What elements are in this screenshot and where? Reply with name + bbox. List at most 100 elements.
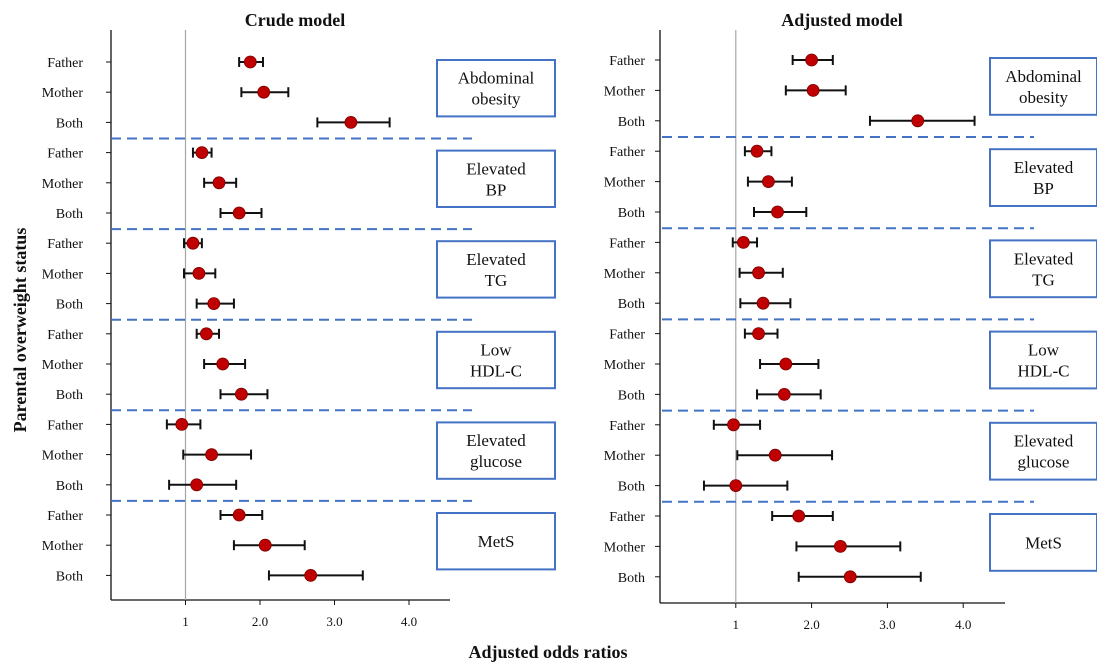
x-tick-label: 4.0 (401, 614, 417, 629)
row-label: Both (56, 479, 83, 494)
row-label: Mother (42, 358, 84, 373)
row-label: Father (609, 510, 645, 525)
row-label: Father (609, 328, 645, 343)
outcome-label: glucose (1018, 453, 1070, 472)
outcome-label: Low (480, 341, 512, 360)
outcome-label: Elevated (1014, 249, 1074, 268)
row-label: Both (56, 388, 83, 403)
outcome-label: MetS (1025, 533, 1062, 552)
odds-ratio-point (843, 570, 857, 584)
odds-ratio-point (777, 387, 791, 401)
odds-ratio-point (768, 448, 782, 462)
outcome-label: Elevated (1014, 158, 1074, 177)
odds-ratio-point (257, 85, 271, 99)
outcome-label: HDL-C (470, 362, 522, 381)
outcome-box (436, 240, 556, 299)
x-tick-label: 4.0 (955, 617, 971, 632)
odds-ratio-point (234, 387, 248, 401)
odds-ratio-point (834, 540, 847, 553)
row-label: Both (56, 298, 83, 313)
row-label: Both (618, 571, 645, 586)
x-tick-label: 3.0 (879, 617, 895, 632)
row-label: Father (47, 328, 83, 343)
outcome-label: Elevated (466, 431, 526, 450)
outcome-box (989, 57, 1097, 116)
outcome-box (436, 59, 556, 118)
odds-ratio-point (736, 235, 750, 249)
adjusted-model-panel: Adjusted model 1 2.0 3.0 4.0 Father Mother Both… (604, 10, 1097, 632)
odds-ratio-point (199, 327, 213, 341)
odds-ratio-point (756, 296, 770, 310)
outcome-label: obesity (471, 90, 521, 109)
crude-model-panel: Crude model 1 2.0 3.0 4.0 Father Mother Both Abd… (42, 10, 556, 629)
odds-ratio-point (752, 266, 765, 280)
odds-ratio-point (752, 327, 765, 341)
outcome-label: Abdominal (1005, 67, 1082, 86)
outcome-label: BP (486, 180, 507, 199)
row-label: Father (47, 509, 83, 524)
row-label: Father (47, 237, 83, 252)
row-label: Father (609, 145, 645, 160)
row-label: Father (609, 419, 645, 434)
outcome-label: Abdominal (458, 69, 535, 88)
odds-ratio-point (771, 205, 784, 219)
outcome-label: Low (1028, 341, 1060, 360)
outcome-label: TG (1032, 270, 1055, 289)
outcome-label: HDL-C (1018, 362, 1070, 381)
odds-ratio-point (243, 55, 257, 69)
panel-title: Adjusted model (781, 10, 903, 30)
row-label: Mother (604, 449, 646, 464)
odds-ratio-point (216, 357, 230, 371)
row-label: Both (56, 207, 83, 222)
outcome-label: Elevated (466, 159, 526, 178)
odds-ratio-point (729, 479, 743, 493)
odds-ratio-point (190, 478, 204, 492)
odds-ratio-point (195, 146, 209, 160)
outcome-box (989, 239, 1097, 299)
row-label: Both (56, 569, 83, 584)
row-label: Father (609, 54, 645, 69)
row-label: Both (618, 115, 645, 130)
row-label: Father (47, 56, 83, 71)
outcome-box (989, 513, 1097, 572)
y-axis-title: Parental overweight status (10, 228, 30, 433)
row-label: Both (618, 297, 645, 312)
x-tick-label: 2.0 (803, 617, 819, 632)
odds-ratio-point (761, 175, 775, 189)
outcome-box (436, 421, 556, 480)
odds-ratio-point (779, 357, 793, 371)
row-label: Mother (604, 176, 646, 191)
outcome-label: glucose (470, 452, 522, 471)
odds-ratio-point (805, 53, 818, 67)
outcome-box (436, 330, 556, 390)
outcome-box (989, 148, 1097, 207)
row-label: Both (618, 480, 645, 495)
odds-ratio-point (750, 144, 764, 158)
outcome-label: Elevated (1014, 432, 1074, 451)
panel-title: Crude model (245, 10, 346, 30)
row-label: Both (618, 388, 645, 403)
row-label: Mother (42, 267, 84, 282)
odds-ratio-point (911, 114, 925, 128)
odds-ratio-point (207, 297, 221, 311)
outcome-label: obesity (1019, 88, 1069, 107)
odds-ratio-point (792, 509, 806, 523)
outcome-label: MetS (478, 532, 515, 551)
x-tick-label: 1 (733, 617, 740, 632)
outcome-box (436, 512, 556, 571)
outcome-box (989, 421, 1097, 481)
odds-ratio-point (175, 417, 189, 431)
odds-ratio-point (192, 266, 206, 280)
row-label: Mother (604, 358, 646, 373)
row-label: Father (609, 236, 645, 251)
x-tick-label: 2.0 (252, 614, 268, 629)
odds-ratio-point (727, 418, 740, 432)
odds-ratio-point (205, 448, 218, 462)
row-label: Father (47, 147, 83, 162)
odds-ratio-point (212, 176, 226, 190)
x-axis-title: Adjusted odds ratios (468, 642, 627, 662)
odds-ratio-point (344, 116, 358, 129)
odds-ratio-point (258, 538, 272, 552)
outcome-label: BP (1033, 179, 1054, 198)
row-label: Mother (42, 449, 84, 464)
